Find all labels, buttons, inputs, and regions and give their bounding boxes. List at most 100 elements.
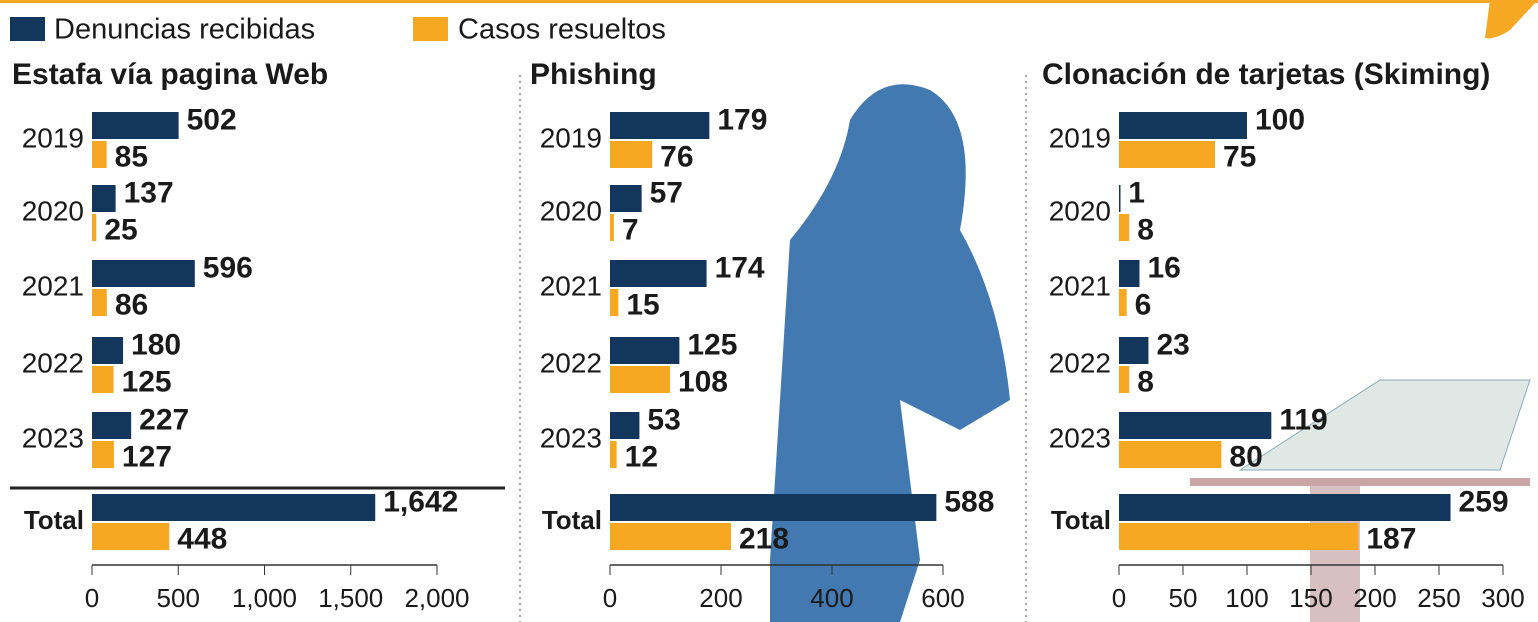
value-label: 7 <box>622 213 639 246</box>
category-label: Total <box>24 505 84 535</box>
value-label: 125 <box>687 328 737 361</box>
bar <box>92 523 170 550</box>
bar <box>1119 412 1272 439</box>
value-label: 25 <box>104 213 137 246</box>
value-label: 180 <box>131 328 181 361</box>
value-label: 137 <box>124 176 174 209</box>
x-tick-label: 1,500 <box>318 583 383 613</box>
value-label: 15 <box>626 288 659 321</box>
bar <box>610 337 680 364</box>
bar <box>92 337 124 364</box>
bar <box>92 260 195 287</box>
category-label: 2019 <box>1049 122 1111 153</box>
laptop-illustration <box>1238 379 1531 471</box>
bar <box>92 366 114 393</box>
value-label: 174 <box>715 251 765 284</box>
bar <box>1119 441 1222 468</box>
bar <box>92 494 376 521</box>
value-label: 596 <box>203 251 253 284</box>
corner-decoration <box>1485 0 1538 39</box>
x-tick-label: 400 <box>810 583 853 613</box>
value-label: 187 <box>1366 522 1416 555</box>
bar <box>1119 260 1140 287</box>
x-tick-label: 150 <box>1289 583 1332 613</box>
category-label: 2021 <box>1049 270 1111 301</box>
bar <box>610 289 619 316</box>
value-label: 53 <box>647 403 680 436</box>
desk-illustration <box>1190 478 1530 486</box>
value-label: 75 <box>1223 140 1256 173</box>
x-tick-label: 200 <box>699 583 742 613</box>
bar <box>610 141 653 168</box>
value-label: 119 <box>1279 403 1327 436</box>
bar <box>1119 112 1247 139</box>
category-label: Total <box>1051 505 1111 535</box>
legend-swatch <box>413 17 448 41</box>
legend-label: Denuncias recibidas <box>54 14 315 46</box>
x-tick-label: 50 <box>1169 583 1198 613</box>
bar <box>92 185 116 212</box>
bar <box>92 112 179 139</box>
legend-label: Casos resueltos <box>458 14 666 46</box>
x-tick-label: 500 <box>157 583 200 613</box>
bar <box>610 494 937 521</box>
value-label: 448 <box>177 522 227 555</box>
value-label: 80 <box>1229 440 1262 473</box>
category-label: 2022 <box>1049 347 1111 378</box>
bar <box>92 441 114 468</box>
x-tick-label: 300 <box>1481 583 1524 613</box>
bar <box>610 214 614 241</box>
category-label: 2023 <box>22 422 84 453</box>
value-label: 1 <box>1128 176 1145 209</box>
value-label: 23 <box>1156 328 1189 361</box>
value-label: 57 <box>650 176 683 209</box>
value-label: 227 <box>139 403 189 436</box>
bar <box>1119 494 1451 521</box>
bar <box>610 441 617 468</box>
value-label: 218 <box>739 522 789 555</box>
bar <box>92 412 132 439</box>
x-tick-label: 250 <box>1417 583 1460 613</box>
value-label: 179 <box>717 103 767 136</box>
bar <box>1119 289 1127 316</box>
bar <box>610 260 707 287</box>
category-label: 2020 <box>540 195 602 226</box>
value-label: 125 <box>122 365 172 398</box>
bar <box>92 289 107 316</box>
value-label: 12 <box>625 440 658 473</box>
category-label: 2020 <box>1049 195 1111 226</box>
x-tick-label: 0 <box>85 583 99 613</box>
top-rule <box>0 0 1538 3</box>
category-label: 2021 <box>540 270 602 301</box>
value-label: 6 <box>1135 288 1152 321</box>
category-label: 2019 <box>540 122 602 153</box>
bar <box>1119 337 1149 364</box>
hacker-illustration <box>770 84 1010 622</box>
category-label: 2022 <box>22 347 84 378</box>
bar <box>92 141 107 168</box>
x-tick-label: 100 <box>1225 583 1268 613</box>
bar <box>1119 366 1130 393</box>
x-tick-label: 0 <box>603 583 617 613</box>
bar <box>92 214 97 241</box>
value-label: 1,642 <box>383 485 458 518</box>
bar <box>1119 523 1359 550</box>
value-label: 16 <box>1147 251 1180 284</box>
bar <box>1119 214 1130 241</box>
x-tick-label: 200 <box>1353 583 1396 613</box>
category-label: 2020 <box>22 195 84 226</box>
bar <box>610 112 710 139</box>
category-label: 2019 <box>22 122 84 153</box>
category-label: 2023 <box>1049 422 1111 453</box>
panel-title: Phishing <box>530 58 657 91</box>
value-label: 100 <box>1255 103 1305 136</box>
value-label: 108 <box>678 365 728 398</box>
value-label: 85 <box>115 140 148 173</box>
bar <box>610 185 642 212</box>
category-label: Total <box>542 505 602 535</box>
bar <box>610 366 670 393</box>
bar <box>1119 141 1215 168</box>
value-label: 127 <box>122 440 172 473</box>
x-tick-label: 0 <box>1112 583 1126 613</box>
